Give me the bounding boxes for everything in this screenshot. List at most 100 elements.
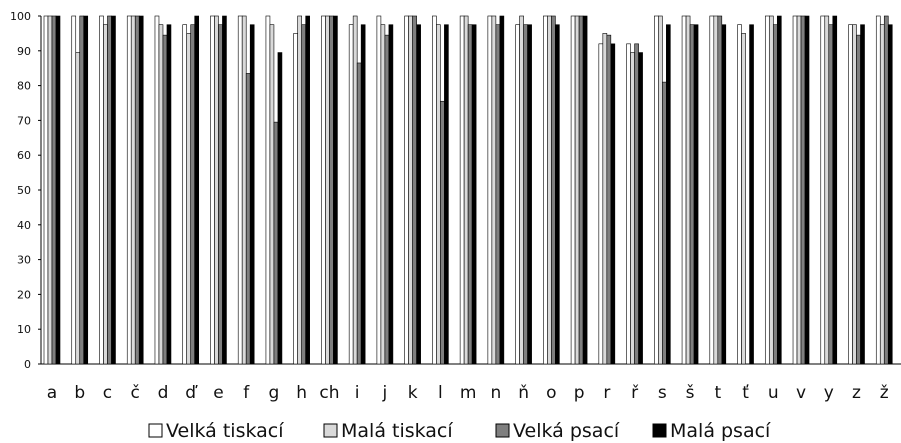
bar [265,15,271,365]
bar [245,73,251,365]
bar [495,24,501,365]
bar [463,15,469,365]
bar [658,15,663,365]
bar [356,62,362,365]
bar [749,24,754,365]
legend-label: Malá psací [670,420,771,442]
y-tick-label: 50 [17,184,31,197]
bar [218,24,223,365]
bar [55,15,61,365]
bar [107,15,112,365]
y-tick-label: 40 [17,219,31,232]
legend-swatch [323,423,338,438]
bar [273,121,279,365]
bar [99,15,104,365]
bar [523,24,528,365]
bar [804,15,810,365]
x-tick-label: n [490,383,501,403]
bar [574,15,580,365]
x-tick-label: g [269,383,280,403]
bar [467,24,473,365]
x-tick-label: l [438,383,443,403]
bar [404,15,409,365]
bar [103,24,108,365]
bar [499,15,505,365]
x-tick-label: s [658,383,667,403]
bar [432,15,437,365]
bar [828,24,834,365]
bar [626,43,631,365]
bar [602,33,608,365]
x-tick-label: o [546,383,556,403]
bar [860,24,865,365]
bar [269,24,275,365]
bar [321,15,326,365]
bar [293,33,298,365]
bar [158,24,164,365]
bar [348,24,354,365]
bar [543,15,548,365]
x-tick-label: a [47,383,57,403]
bar [222,15,227,365]
bar [408,15,413,365]
x-tick-label: h [296,383,307,403]
bar [693,24,699,365]
bar [440,100,445,365]
y-tick-label: 30 [17,254,31,267]
bar [547,15,552,365]
legend-swatch [148,423,163,438]
bar [527,24,532,365]
legend-swatch [495,423,510,438]
x-tick-label: y [824,383,834,403]
x-tick-label: p [574,383,585,403]
bar [166,24,172,365]
x-tick-label: b [74,383,85,403]
bar [768,15,774,365]
bar [515,24,520,365]
bar [685,15,691,365]
bar [606,34,612,365]
x-tick-label: ch [319,383,339,403]
bar [51,15,57,365]
bar [154,15,160,365]
bar [249,24,255,365]
bar [832,15,838,365]
legend-label: Velká psací [513,420,620,442]
bar [380,24,386,365]
bar [277,52,283,365]
bar [305,15,310,365]
bar [436,24,441,365]
bar [689,24,695,365]
x-tick-label: v [796,383,806,403]
y-tick-label: 100 [10,10,31,23]
bar [214,15,219,365]
bar [776,15,782,365]
bar [487,15,493,365]
legend-label: Velká tiskací [166,420,284,442]
bar [681,15,687,365]
bar [772,24,778,365]
bar [875,15,881,365]
bar [796,15,802,365]
bar [792,15,798,365]
bar [713,15,719,365]
bar [237,15,243,365]
bar [325,15,330,365]
bar [301,24,306,365]
bar [666,24,671,365]
x-tick-label: m [460,383,477,403]
bar [582,15,588,365]
bar [162,34,168,365]
bar [376,15,382,365]
bar [662,81,667,365]
bar [134,15,140,365]
bar [360,24,366,365]
bar [856,34,861,365]
y-tick-label: 20 [17,288,31,301]
bar [883,15,889,365]
bar [138,15,144,365]
bar [186,33,192,365]
bar [721,24,727,365]
x-tick-label: č [131,383,140,403]
bar [638,52,643,365]
